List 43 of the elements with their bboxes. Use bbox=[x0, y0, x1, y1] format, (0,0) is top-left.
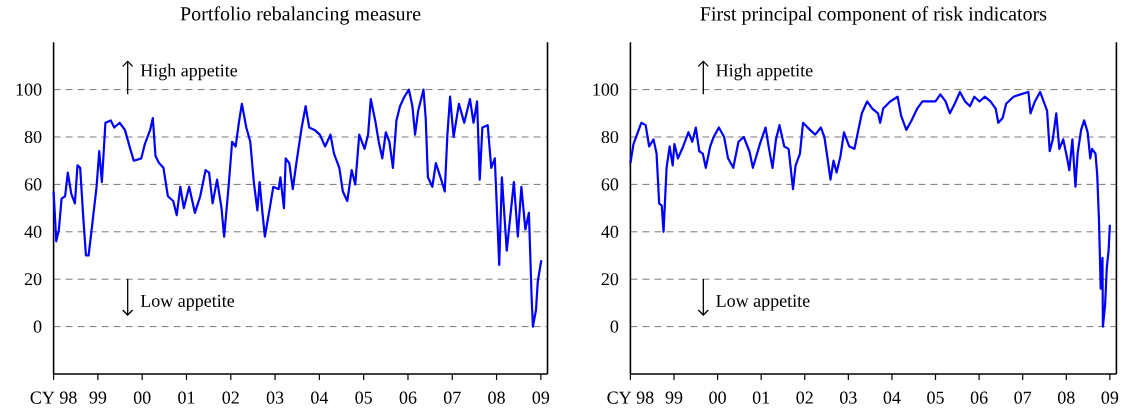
x-tick-label: 03 bbox=[266, 391, 284, 404]
x-tick-label: 08 bbox=[488, 391, 505, 404]
x-tick-label: 07 bbox=[443, 391, 461, 404]
x-tick-label: 04 bbox=[311, 391, 329, 404]
x-tick-label: 05 bbox=[927, 391, 944, 404]
y-tick-label: 100 bbox=[593, 83, 619, 96]
x-tick-label: CY 98 bbox=[30, 391, 77, 404]
x-tick-label: 00 bbox=[709, 391, 726, 404]
x-tick-label: 00 bbox=[133, 391, 151, 404]
y-tick-label: 40 bbox=[24, 225, 42, 238]
x-tick-label: 09 bbox=[1101, 391, 1119, 404]
y-tick-label: 0 bbox=[610, 320, 619, 333]
y-tick-label: 100 bbox=[16, 83, 42, 96]
annotation: Low appetite bbox=[140, 294, 235, 311]
y-tick-label: 20 bbox=[24, 273, 42, 286]
y-tick-label: 80 bbox=[24, 130, 42, 144]
y-tick-label: 20 bbox=[601, 273, 619, 286]
x-tick-label: 06 bbox=[399, 391, 417, 404]
chart-title: First principal component of risk indicators bbox=[700, 6, 1047, 25]
x-tick-label: 07 bbox=[1014, 391, 1032, 404]
y-tick-label: 40 bbox=[601, 225, 619, 238]
x-tick-label: 99 bbox=[665, 391, 683, 404]
x-tick-label: 06 bbox=[970, 391, 988, 404]
x-tick-label: 09 bbox=[532, 391, 550, 404]
y-tick-label: 80 bbox=[601, 130, 619, 144]
chart-title: Portfolio rebalancing measure bbox=[180, 6, 421, 25]
line-series bbox=[52, 88, 543, 328]
y-tick-label: 60 bbox=[24, 178, 42, 191]
x-tick-label: 04 bbox=[883, 391, 901, 404]
x-tick-label: 99 bbox=[89, 391, 107, 404]
x-tick-label: 01 bbox=[178, 391, 195, 404]
annotation: High appetite bbox=[140, 63, 238, 81]
y-tick-label: 60 bbox=[601, 178, 619, 191]
y-tick-label: 0 bbox=[33, 320, 42, 333]
x-tick-label: 03 bbox=[840, 391, 857, 404]
x-tick-label: CY 98 bbox=[607, 391, 654, 404]
annotation: Low appetite bbox=[716, 294, 810, 311]
x-tick-label: 05 bbox=[355, 391, 372, 404]
x-tick-label: 08 bbox=[1057, 391, 1075, 404]
x-tick-label: 01 bbox=[752, 391, 770, 404]
x-tick-label: 02 bbox=[796, 391, 813, 404]
annotation: High appetite bbox=[716, 63, 813, 81]
x-tick-label: 02 bbox=[222, 391, 239, 404]
